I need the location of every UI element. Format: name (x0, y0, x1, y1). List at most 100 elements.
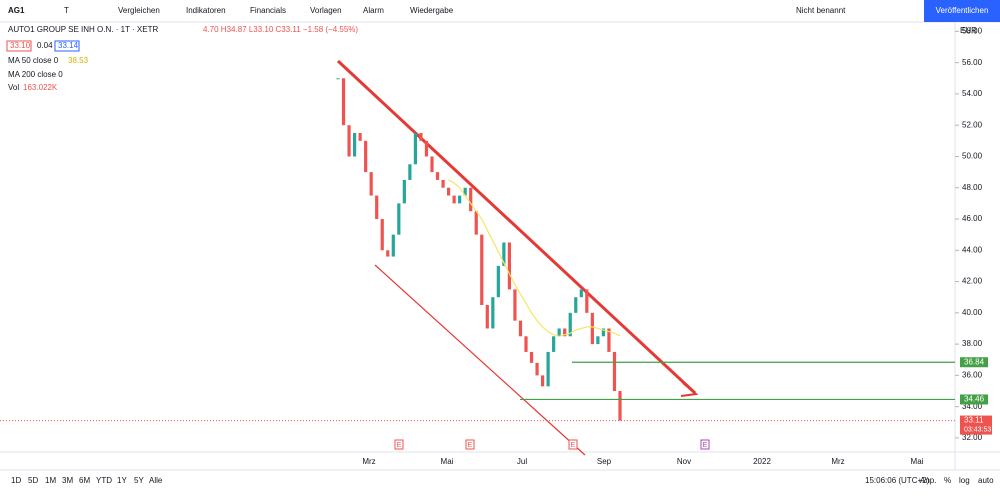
candle (358, 133, 362, 141)
candle (375, 195, 379, 220)
publish-label[interactable]: Veröffentlichen (936, 6, 989, 15)
x-tick-label: Mrz (831, 457, 844, 466)
x-tick-label: Nov (677, 457, 691, 466)
x-tick-label: Jul (517, 457, 527, 466)
level-label-box (960, 357, 988, 368)
arrow-head (680, 382, 699, 397)
candle (469, 187, 473, 212)
candle (480, 234, 484, 306)
candle (386, 250, 390, 257)
last-price-box (960, 415, 992, 435)
ask-box[interactable] (54, 40, 80, 52)
axis-option[interactable]: Anp. (920, 476, 936, 485)
candle (529, 351, 534, 363)
indicator: Vol (8, 83, 19, 92)
y-tick-label: 46.00 (962, 214, 983, 223)
ask[interactable]: 33.14 (58, 41, 79, 50)
event-label[interactable]: E (571, 442, 576, 449)
toolbar-button[interactable]: Wiedergabe (410, 6, 454, 15)
range-button[interactable]: 1D (11, 476, 21, 485)
event-box[interactable] (568, 439, 578, 450)
event-label[interactable]: E (703, 442, 708, 449)
candle (502, 242, 506, 266)
candle (424, 140, 429, 157)
indicator-value: 163.022K (23, 83, 58, 92)
y-tick-label: 50.00 (962, 152, 983, 161)
range-button[interactable]: 1Y (117, 476, 127, 485)
range-button[interactable]: 5D (28, 476, 38, 485)
spread: 0.04 (37, 41, 53, 50)
range-button[interactable]: Alle (149, 476, 163, 485)
candle (364, 140, 368, 173)
event-label[interactable]: E (468, 442, 473, 449)
indicator: MA 200 close 0 (8, 70, 63, 79)
bid-box[interactable] (6, 40, 32, 52)
range-button[interactable]: 5Y (134, 476, 144, 485)
toolbar-button[interactable]: Indikatoren (186, 6, 226, 15)
event-box[interactable] (465, 439, 475, 450)
candle (474, 211, 478, 235)
candle (435, 172, 440, 180)
x-tick-label: Mai (911, 457, 924, 466)
currency[interactable]: EUR (960, 26, 977, 35)
bid[interactable]: 33.10 (10, 41, 31, 50)
trend-line[interactable] (336, 59, 697, 395)
y-tick-label: 42.00 (962, 277, 983, 286)
y-tick-label: 32.00 (962, 433, 983, 442)
candle (446, 187, 451, 196)
symbol[interactable]: AG1 (8, 6, 25, 15)
candle (524, 336, 528, 352)
axis-option[interactable]: auto (978, 476, 994, 485)
candle (590, 312, 594, 345)
range-button[interactable]: 1M (45, 476, 56, 485)
x-tick-label: Mai (441, 457, 454, 466)
x-tick-label: Mrz (362, 457, 375, 466)
y-tick-label: 38.00 (962, 339, 983, 348)
range-button[interactable]: 6M (79, 476, 90, 485)
candle (574, 297, 578, 313)
toolbar-button[interactable]: Alarm (363, 6, 384, 15)
toolbar-button[interactable]: Financials (250, 6, 286, 15)
level-label-box (960, 394, 988, 405)
toolbar-button[interactable]: Vergleichen (118, 6, 160, 15)
candle (518, 320, 523, 337)
candle (441, 179, 445, 188)
layout-name[interactable]: Nicht benannt (796, 6, 846, 15)
candle (458, 195, 462, 204)
y-tick-label: 34.00 (962, 402, 983, 411)
candle (507, 242, 512, 290)
candle (612, 351, 617, 392)
indicator-value: 38.53 (68, 56, 89, 65)
event-label[interactable]: E (397, 442, 402, 449)
candle (491, 297, 495, 329)
candle (557, 328, 561, 337)
event-box[interactable] (394, 439, 404, 450)
candle (336, 78, 340, 80)
ma50-line (448, 179, 621, 337)
candle (408, 164, 412, 180)
candle (419, 133, 423, 141)
axis-option[interactable]: log (959, 476, 970, 485)
publish-button[interactable] (924, 0, 1000, 22)
event-box[interactable] (700, 439, 710, 450)
trend-line[interactable] (374, 264, 586, 456)
countdown: 03:43:53 (964, 426, 991, 433)
candle (402, 179, 406, 204)
indicator: MA 50 close 0 (8, 56, 59, 65)
toolbar (0, 0, 1000, 22)
range-button[interactable]: 3M (62, 476, 73, 485)
candle (496, 265, 500, 298)
candle (585, 289, 589, 313)
candle (601, 328, 606, 337)
candle (352, 133, 357, 157)
candle (540, 375, 545, 387)
candle (568, 312, 572, 337)
interval[interactable]: T (64, 6, 69, 15)
toolbar-button[interactable]: Vorlagen (310, 6, 342, 15)
axis-option[interactable]: % (944, 476, 951, 485)
candle (579, 289, 583, 298)
range-button[interactable]: YTD (96, 476, 112, 485)
candle (452, 195, 456, 204)
x-tick-label: Sep (597, 457, 612, 466)
